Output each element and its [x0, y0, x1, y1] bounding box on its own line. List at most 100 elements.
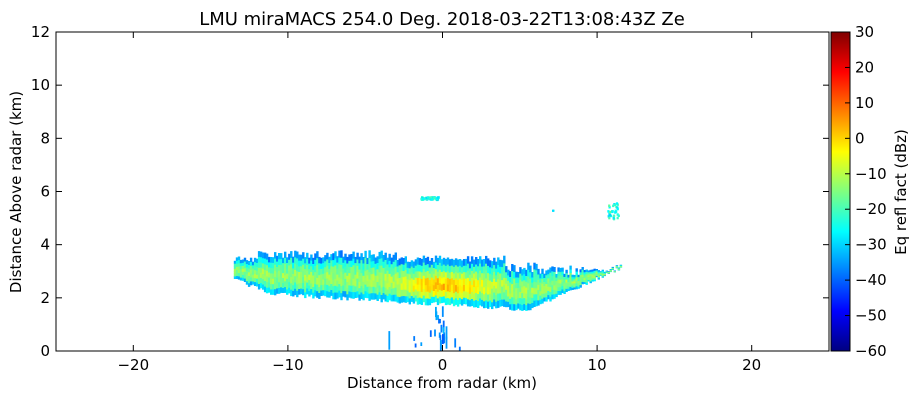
echo-cell — [270, 278, 273, 285]
echo-cell — [296, 283, 299, 291]
echo-cell — [509, 282, 512, 288]
echo-cell — [438, 269, 442, 277]
echo-cell — [569, 279, 572, 284]
echo-cell — [284, 251, 287, 258]
echo-cell — [487, 294, 490, 302]
echo-cell — [406, 273, 409, 280]
echo-cell — [456, 259, 460, 267]
echo-cell — [577, 286, 580, 289]
echo-cell — [442, 289, 446, 297]
colorbar-tick-label: −50 — [855, 307, 887, 325]
echo-cell — [454, 284, 458, 292]
echo-cell — [388, 286, 391, 294]
echo-cell — [286, 289, 289, 295]
echo-cell — [517, 287, 520, 294]
echo-cell — [515, 277, 518, 283]
echo-cell — [398, 258, 401, 266]
echo-cell — [464, 265, 468, 273]
echo-cell — [346, 293, 349, 301]
y-axis: 0 2 4 6 8 10 12 — [31, 23, 829, 360]
echo-cell — [362, 263, 365, 270]
echo-cell — [607, 210, 610, 213]
echo-cell — [428, 298, 432, 306]
echo-cell — [392, 261, 395, 269]
echo-cell — [310, 277, 313, 284]
echo-cell — [543, 297, 546, 302]
echo-cell — [561, 274, 564, 279]
echo-cell — [255, 278, 259, 283]
echo-cell — [567, 286, 570, 289]
echo-cell — [382, 273, 385, 281]
echo-cell — [591, 269, 594, 272]
echo-cell — [454, 264, 458, 272]
echo-cell — [290, 276, 293, 284]
echo-cell — [497, 300, 500, 308]
echo-cell — [328, 274, 331, 281]
echo-cell — [354, 286, 357, 293]
echo-cell — [565, 276, 568, 280]
echo-cell — [404, 276, 407, 284]
echo-cell — [599, 273, 602, 275]
echo-cell — [278, 287, 281, 294]
echo-cell — [272, 278, 275, 285]
echo-cell — [358, 294, 361, 301]
echo-cell — [601, 270, 604, 273]
echo-cell — [515, 293, 518, 300]
echo-cell — [360, 272, 363, 280]
echo-cell — [579, 284, 582, 288]
echo-cell — [354, 280, 357, 287]
echo-cell — [545, 296, 548, 302]
echo-cell — [344, 253, 347, 261]
echo-cell — [464, 291, 468, 298]
echo-cell — [336, 280, 339, 287]
echo-cell — [450, 284, 454, 291]
echo-cell — [442, 257, 446, 265]
echo-cell — [611, 266, 614, 268]
echo-cell — [595, 275, 598, 278]
echo-cell — [612, 204, 615, 208]
echo-cell — [430, 277, 434, 284]
echo-cell — [272, 267, 275, 274]
echo-cell — [370, 292, 373, 300]
echo-cell — [567, 279, 570, 282]
echo-cell — [394, 294, 397, 302]
echo-cell — [358, 256, 361, 264]
echo-cell — [479, 284, 482, 292]
echo-cell — [521, 292, 524, 300]
echo-cell — [579, 279, 582, 283]
echo-cell — [382, 292, 385, 300]
echo-cell — [410, 277, 414, 285]
echo-cell — [479, 298, 482, 306]
echo-cell — [557, 290, 560, 295]
echo-cell — [360, 285, 363, 293]
echo-cell — [370, 261, 373, 268]
echo-cell — [233, 265, 237, 269]
echo-cell — [294, 263, 297, 270]
echo-cell — [370, 286, 373, 294]
echo-cell — [605, 270, 608, 272]
echo-cell — [251, 264, 255, 269]
echo-cell — [527, 262, 530, 270]
echo-cell — [290, 270, 293, 277]
echo-cell — [583, 270, 586, 273]
echo-cell — [499, 293, 502, 300]
echo-cell — [239, 262, 243, 267]
echo-cell — [487, 287, 490, 295]
echo-cell — [320, 290, 323, 296]
echo-cell — [247, 279, 251, 284]
echo-cell — [306, 288, 309, 295]
echo-cell — [501, 292, 504, 300]
echo-cell — [487, 265, 490, 274]
echo-cell — [344, 290, 347, 298]
echo-cell — [268, 272, 271, 278]
echo-cell — [529, 284, 532, 292]
echo-cell — [563, 285, 566, 289]
echo-cell — [378, 278, 381, 286]
echo-cell — [276, 255, 279, 262]
echo-cell — [388, 260, 391, 268]
echo-cell — [372, 273, 375, 281]
echo-cell — [555, 283, 558, 288]
echo-cell — [354, 274, 357, 281]
echo-cell — [535, 263, 538, 271]
echo-cell — [439, 319, 441, 324]
